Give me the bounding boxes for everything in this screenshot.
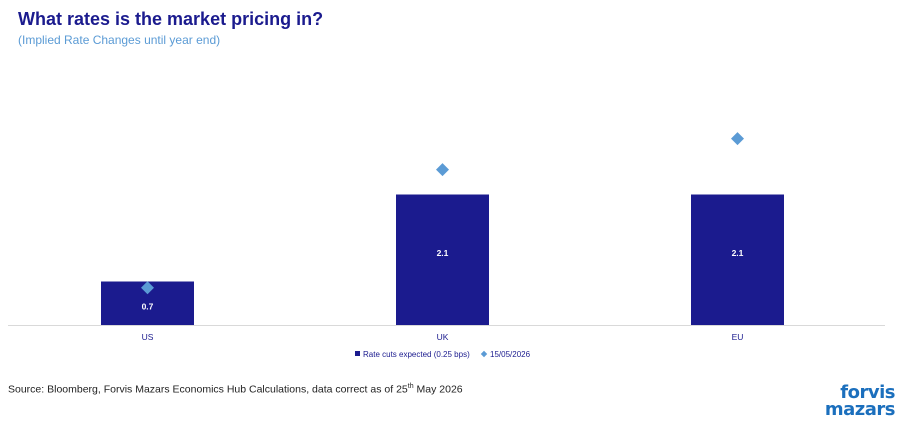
bar-chart: 0.7 2.1 2.1 US UK EU Rate cuts expected (0.25 … — [8, 132, 885, 359]
legend-label-rate-cuts: Rate cuts expected (0.25 bps) — [363, 350, 470, 359]
bar-eu — [691, 194, 784, 325]
legend-swatch-date — [480, 350, 488, 358]
data-label-uk: 2.1 — [437, 248, 449, 258]
source-text-end: May 2026 — [413, 383, 463, 396]
x-tick-label-us: US — [142, 332, 154, 342]
marker-uk — [436, 163, 449, 177]
bar-uk — [396, 194, 489, 325]
chart-subtitle: (Implied Rate Changes until year end) — [18, 33, 221, 47]
forvis-mazars-logo: forvis mazars — [811, 382, 896, 420]
logo-line-forvis: forvis — [840, 382, 895, 403]
logo-line-mazars: mazars — [824, 399, 896, 420]
source-superscript: th — [407, 383, 414, 390]
marker-eu — [731, 132, 744, 146]
legend-label-date: 15/05/2026 — [490, 350, 531, 359]
legend-swatch-rate-cuts — [355, 351, 360, 356]
data-label-us: 0.7 — [142, 302, 154, 312]
chart-title: What rates is the market pricing in? — [18, 9, 324, 29]
data-label-eu: 2.1 — [732, 248, 744, 258]
x-tick-label-uk: UK — [437, 332, 449, 342]
x-tick-label-eu: EU — [732, 332, 744, 342]
source-text: Source: Bloomberg, Forvis Mazars Economi… — [8, 383, 408, 396]
marker-us — [141, 281, 154, 295]
source-note: Source: Bloomberg, Forvis Mazars Economi… — [8, 383, 463, 396]
